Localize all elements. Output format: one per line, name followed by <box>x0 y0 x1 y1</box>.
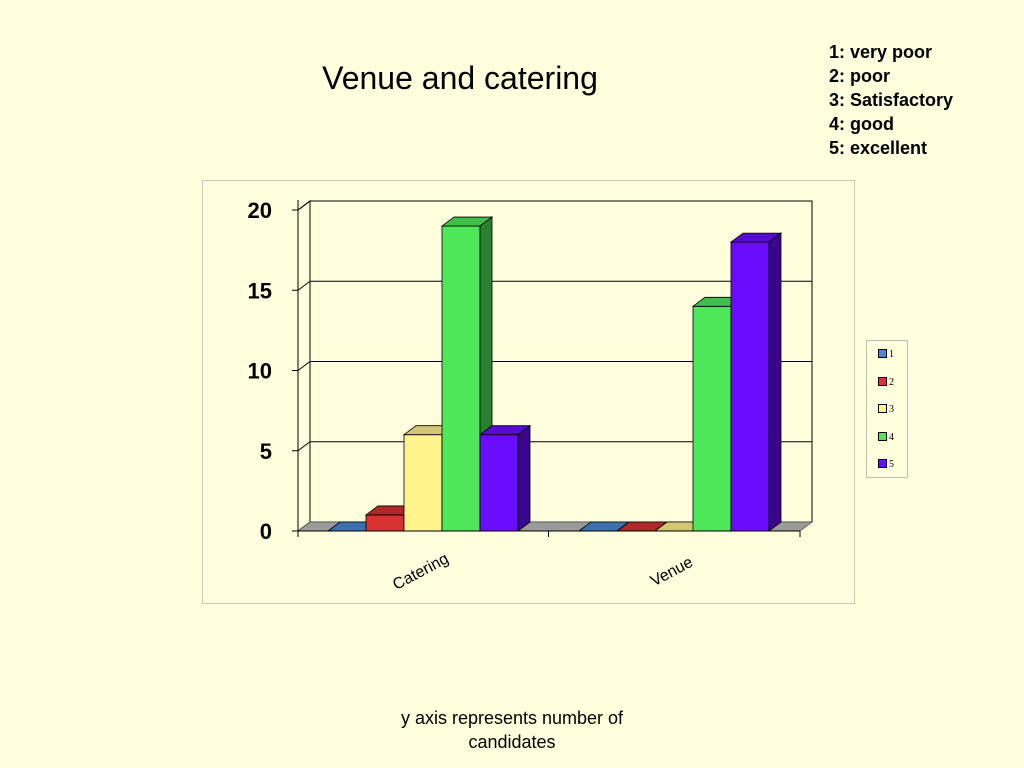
scale-key-item-1: 1: very poor <box>829 42 933 62</box>
legend-item-2: 2 <box>878 377 894 389</box>
scale-key-item-3: 3: Satisfactory <box>829 90 954 110</box>
legend-item-3: 3 <box>878 404 894 416</box>
legend-swatch <box>878 349 887 359</box>
legend-label: 3 <box>889 404 894 415</box>
rating-scale-key: 1: very poor 2: poor 3: Satisfactory 4: … <box>829 40 953 160</box>
legend-label: 4 <box>889 431 894 443</box>
scale-key-item-5: 5: excellent <box>829 138 928 158</box>
scale-key-item-4: 4: good <box>829 114 894 134</box>
slide-title: Venue and catering <box>322 60 598 96</box>
footnote: y axis represents number of candidates <box>400 708 624 752</box>
legend-label: 1 <box>889 349 894 360</box>
scale-key-item-2: 2: poor <box>829 66 890 86</box>
chart-legend: 1 2 3 4 5 <box>866 340 908 478</box>
legend-swatch <box>878 431 887 441</box>
legend-swatch <box>878 459 887 469</box>
legend-label: 2 <box>889 376 894 388</box>
chart-frame <box>202 180 855 604</box>
legend-item-1: 1 <box>878 349 894 361</box>
legend-label: 5 <box>889 459 894 470</box>
legend-item-5: 5 <box>878 459 894 471</box>
legend-item-4: 4 <box>878 432 894 444</box>
legend-swatch <box>878 376 887 386</box>
legend-swatch <box>878 404 887 414</box>
